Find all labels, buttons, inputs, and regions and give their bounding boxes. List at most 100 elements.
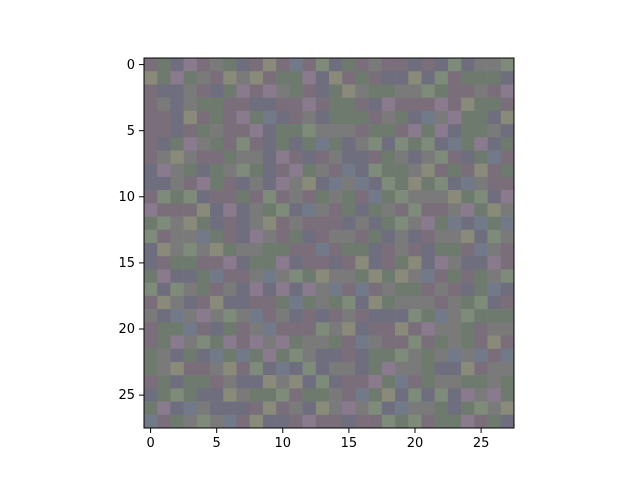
heatmap-cell — [408, 335, 422, 350]
heatmap-cell — [315, 84, 330, 98]
heatmap-cell — [315, 137, 330, 151]
heatmap-cell — [329, 97, 343, 112]
heatmap-cell — [262, 190, 277, 204]
heatmap-cell — [395, 375, 409, 389]
heatmap-cell — [223, 137, 237, 151]
heatmap-cell — [210, 71, 224, 85]
heatmap-cell — [342, 309, 356, 323]
heatmap-cell — [474, 84, 488, 98]
heatmap-cell — [236, 322, 251, 336]
heatmap-cell — [157, 401, 171, 416]
heatmap-cell — [196, 216, 211, 231]
heatmap-cell — [500, 58, 515, 72]
heatmap-cell — [487, 295, 502, 310]
heatmap-cell — [157, 282, 171, 297]
heatmap-cell — [461, 58, 475, 72]
heatmap-cell — [262, 414, 277, 429]
heatmap-cell — [487, 401, 502, 416]
heatmap-cell — [183, 414, 198, 429]
heatmap-cell — [500, 216, 515, 231]
heatmap-cell — [487, 150, 502, 165]
heatmap-cell — [408, 322, 422, 336]
heatmap-cell — [223, 97, 237, 112]
heatmap-cell — [368, 256, 383, 270]
heatmap-cell — [421, 58, 436, 72]
heatmap-cell — [170, 150, 184, 165]
heatmap-cell — [144, 176, 158, 191]
heatmap-cell — [289, 322, 303, 336]
heatmap-cell — [144, 203, 158, 217]
heatmap-cell — [249, 110, 264, 125]
heatmap-cell — [487, 58, 502, 72]
heatmap-cell — [223, 71, 237, 85]
heatmap-cell — [236, 97, 251, 112]
heatmap-cell — [210, 124, 224, 138]
heatmap-cell — [236, 84, 251, 98]
heatmap-cell — [183, 229, 198, 244]
heatmap-cell — [196, 322, 211, 336]
heatmap-cell — [223, 348, 237, 363]
heatmap-cell — [262, 229, 277, 244]
heatmap-cell — [315, 256, 330, 270]
heatmap-cell — [355, 137, 369, 151]
heatmap-cell — [368, 322, 383, 336]
heatmap-cell — [487, 309, 502, 323]
heatmap-cell — [236, 361, 251, 376]
heatmap-cell — [487, 243, 502, 257]
heatmap-cell — [487, 256, 502, 270]
heatmap-cell — [395, 110, 409, 125]
heatmap-cell — [289, 203, 303, 217]
heatmap-cell — [421, 84, 436, 98]
heatmap-cell — [355, 190, 369, 204]
heatmap-cell — [368, 414, 383, 429]
heatmap-cell — [276, 229, 290, 244]
heatmap-cell — [408, 163, 422, 178]
heatmap-cell — [249, 137, 264, 151]
heatmap-cell — [487, 124, 502, 138]
heatmap-cell — [461, 124, 475, 138]
heatmap-cell — [381, 282, 396, 297]
heatmap-cell — [144, 282, 158, 297]
heatmap-cell — [434, 375, 449, 389]
heatmap-cell — [381, 110, 396, 125]
heatmap-cell — [170, 348, 184, 363]
heatmap-cell — [236, 203, 251, 217]
heatmap-cell — [223, 190, 237, 204]
heatmap-cell — [474, 110, 488, 125]
heatmap-cell — [368, 71, 383, 85]
heatmap-cell — [302, 190, 317, 204]
heatmap-cell — [368, 150, 383, 165]
heatmap-cell — [474, 190, 488, 204]
heatmap-cell — [408, 71, 422, 85]
heatmap-cell — [223, 229, 237, 244]
heatmap-cell — [329, 348, 343, 363]
heatmap-cell — [249, 84, 264, 98]
heatmap-cell — [474, 401, 488, 416]
heatmap-cell — [157, 203, 171, 217]
heatmap-cell — [144, 322, 158, 336]
heatmap-cell — [262, 58, 277, 72]
heatmap-cell — [302, 84, 317, 98]
heatmap-cell — [144, 216, 158, 231]
heatmap-cell — [170, 256, 184, 270]
heatmap-cell — [408, 243, 422, 257]
heatmap-cell — [183, 216, 198, 231]
heatmap-cell — [196, 150, 211, 165]
heatmap-cell — [249, 150, 264, 165]
heatmap-cell — [487, 229, 502, 244]
y-tick: 20 — [118, 322, 144, 337]
heatmap-cell — [461, 163, 475, 178]
heatmap-cell — [474, 216, 488, 231]
heatmap-cell — [144, 84, 158, 98]
heatmap-cell — [183, 190, 198, 204]
heatmap-cell — [342, 388, 356, 402]
heatmap-cell — [276, 243, 290, 257]
heatmap-cell — [183, 401, 198, 416]
heatmap-cell — [315, 124, 330, 138]
heatmap-cell — [315, 375, 330, 389]
heatmap-cell — [170, 58, 184, 72]
heatmap-cell — [315, 229, 330, 244]
heatmap-cell — [434, 203, 449, 217]
heatmap-cell — [447, 110, 462, 125]
heatmap-cell — [210, 150, 224, 165]
